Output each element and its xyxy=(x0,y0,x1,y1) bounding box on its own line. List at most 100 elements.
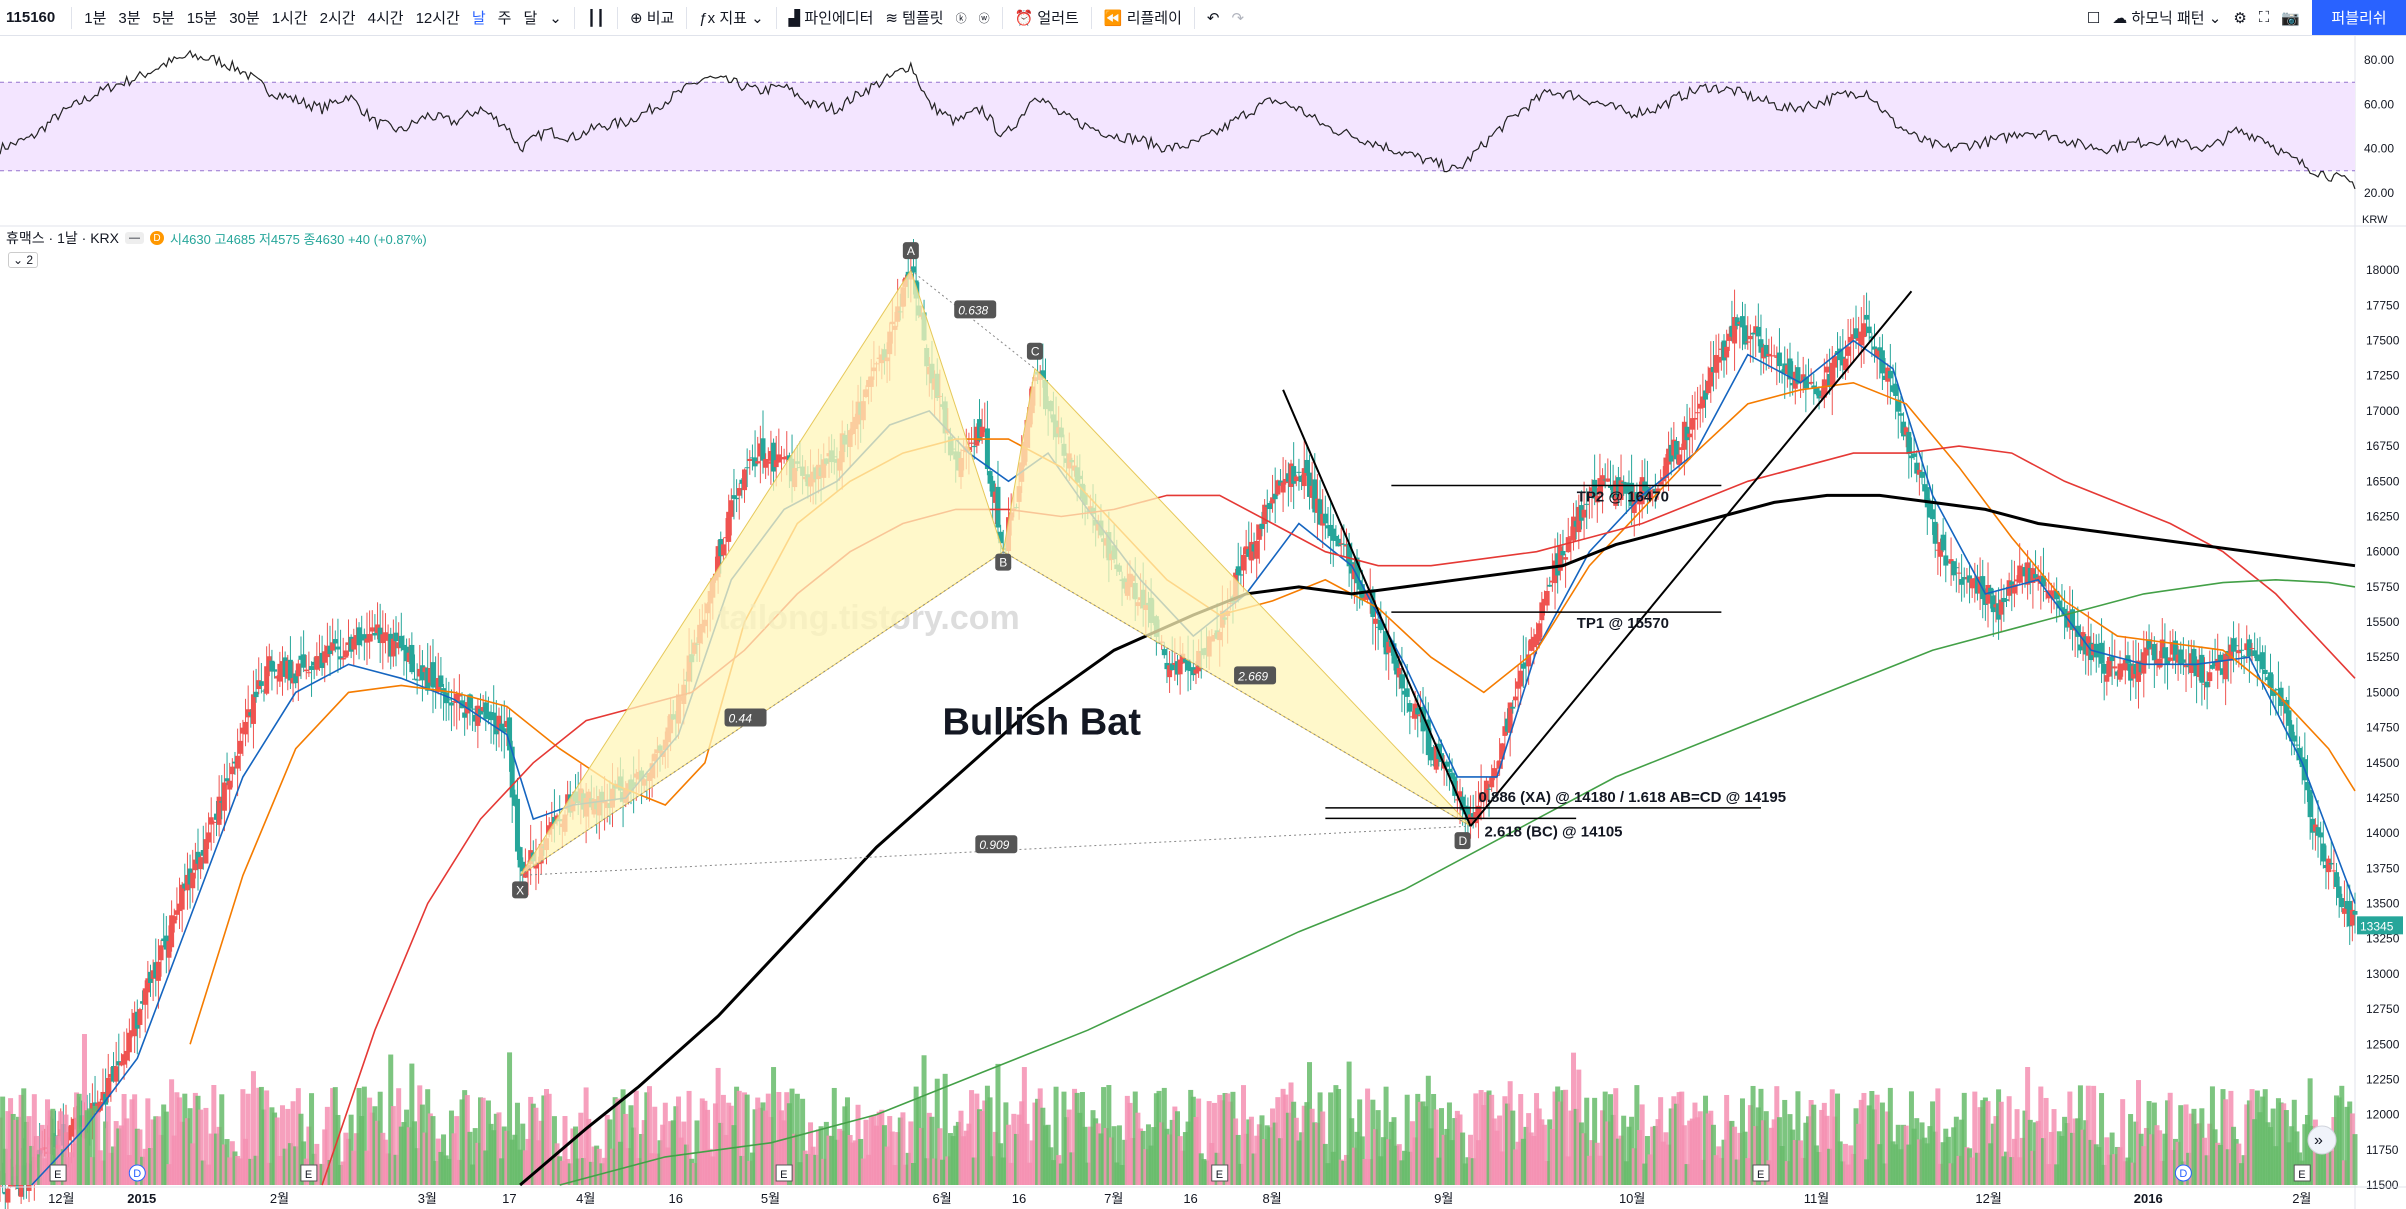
interval-0[interactable]: 1분 xyxy=(84,10,107,27)
replay-button[interactable]: ⏪ 리플레이 xyxy=(1098,7,1188,28)
interval-8[interactable]: 12시간 xyxy=(415,10,460,27)
pattern-point-x: X xyxy=(516,883,524,897)
candle-body xyxy=(1460,796,1466,811)
volume-bar xyxy=(1386,1139,1392,1185)
chart-canvas[interactable]: 80.0060.0040.0020.00KRW18000177501750017… xyxy=(0,35,2406,1209)
fullscreen-select-button[interactable]: ☐ xyxy=(2081,9,2106,27)
volume-bar xyxy=(773,1142,779,1185)
volume-bar xyxy=(1035,1098,1041,1185)
interval-7[interactable]: 4시간 xyxy=(367,10,404,27)
volume-bar xyxy=(464,1095,470,1185)
volume-bar xyxy=(631,1127,637,1185)
candle-body xyxy=(253,691,259,698)
volume-bar xyxy=(414,1148,420,1185)
candle-body xyxy=(211,821,217,823)
pine-editor-button[interactable]: ▟ 파인에디터 xyxy=(783,7,880,28)
candle-body xyxy=(1285,473,1291,482)
earnings-marker[interactable] xyxy=(49,1164,67,1182)
volume-bar xyxy=(604,1114,610,1185)
interval-4[interactable]: 30분 xyxy=(229,10,260,27)
templates-button[interactable]: ≋ 템플릿 xyxy=(879,7,949,28)
tp2-label: TP2 @ 16470 xyxy=(1577,489,1669,506)
candle-body xyxy=(1953,567,1959,569)
collapse-indicators-button[interactable]: ⌄ 2 xyxy=(8,252,39,268)
candle-body xyxy=(192,859,198,871)
interval-5[interactable]: 1시간 xyxy=(271,10,308,27)
alert-button[interactable]: ⏰ 얼러트 xyxy=(1009,7,1085,28)
publish-button[interactable]: 퍼블리쉬 xyxy=(2312,0,2406,35)
volume-bar xyxy=(1378,1156,1384,1185)
volume-bar xyxy=(200,1160,206,1185)
template-toggle-a[interactable]: ⓚ xyxy=(955,12,967,25)
compare-button[interactable]: ⊕ 비교 xyxy=(624,7,680,28)
dividend-marker[interactable] xyxy=(2174,1164,2192,1182)
harmonic-pattern-button[interactable]: ☁ 하모닉 패턴 ⌄ xyxy=(2112,10,2222,27)
template-toggle-b[interactable]: ⓦ xyxy=(978,12,990,25)
volume-bar xyxy=(1441,1134,1447,1185)
volume-bar xyxy=(39,1124,45,1185)
candle-body xyxy=(1795,367,1801,384)
interval-10[interactable]: 주 xyxy=(497,10,512,27)
volume-bar xyxy=(1763,1111,1769,1185)
volume-bar xyxy=(1119,1164,1125,1185)
earnings-marker[interactable] xyxy=(1752,1164,1770,1182)
dividend-marker[interactable] xyxy=(128,1164,146,1182)
volume-bar xyxy=(2149,1134,2155,1185)
interval-2[interactable]: 5분 xyxy=(152,10,175,27)
candle-body xyxy=(396,642,402,649)
volume-bar xyxy=(2001,1156,2007,1185)
chart-type-button[interactable]: ┃┃ xyxy=(581,9,611,27)
candle-body xyxy=(361,634,367,641)
earnings-marker[interactable] xyxy=(775,1164,793,1182)
candle-body xyxy=(509,746,515,798)
trend-line-down[interactable] xyxy=(1282,389,1472,827)
candle-body xyxy=(219,801,225,803)
earnings-marker[interactable] xyxy=(300,1164,318,1182)
indicators-button[interactable]: ƒx 지표 ⌄ xyxy=(699,10,764,27)
interval-11[interactable]: 달 xyxy=(523,10,538,27)
candle-body xyxy=(1552,560,1558,584)
candle-body xyxy=(1805,382,1811,385)
volume-bar xyxy=(1924,1143,1930,1185)
volume-bar xyxy=(1198,1153,1204,1185)
volume-bar xyxy=(1769,1127,1775,1185)
candle-body xyxy=(390,638,396,657)
earnings-marker[interactable] xyxy=(1211,1164,1229,1182)
volume-bar xyxy=(2215,1142,2221,1185)
redo-button[interactable]: ↷ xyxy=(1225,9,1250,27)
volume-bar xyxy=(343,1132,349,1185)
snapshot-button[interactable]: 📷 xyxy=(2275,9,2306,27)
interval-1[interactable]: 3분 xyxy=(118,10,141,27)
volume-bar xyxy=(1417,1101,1423,1185)
interval-6[interactable]: 2시간 xyxy=(319,10,356,27)
volume-bar xyxy=(652,1106,658,1185)
settings-button[interactable]: ⚙ xyxy=(2227,9,2252,27)
volume-bar xyxy=(396,1088,402,1185)
volume-bar xyxy=(2019,1137,2025,1185)
scroll-to-realtime-button[interactable] xyxy=(2307,1125,2337,1155)
volume-bar xyxy=(1338,1159,1344,1185)
interval-dropdown[interactable]: ⌄ xyxy=(549,9,562,27)
legend-toggle[interactable]: — xyxy=(124,232,144,244)
symbol-search[interactable]: 115160 xyxy=(6,9,56,26)
volume-bar xyxy=(417,1085,423,1185)
volume-bar xyxy=(1085,1162,1091,1185)
volume-bar xyxy=(84,1110,90,1185)
volume-bar xyxy=(1452,1118,1458,1185)
volume-bar xyxy=(852,1140,858,1185)
trend-line-up[interactable] xyxy=(1469,290,1913,827)
time-tick-label: 3월 xyxy=(418,1191,437,1206)
interval-3[interactable]: 15분 xyxy=(186,10,218,27)
volume-bar xyxy=(356,1087,362,1185)
candle-body xyxy=(200,849,206,856)
candle-body xyxy=(1930,509,1936,520)
candle-body xyxy=(232,761,238,764)
earnings-marker[interactable] xyxy=(2293,1164,2311,1182)
fullscreen-button[interactable]: ⛶ xyxy=(2253,9,2276,26)
symbol-title[interactable]: 휴맥스 · 1날 · KRX xyxy=(6,230,119,246)
volume-bar xyxy=(285,1108,291,1185)
candle-body xyxy=(2349,909,2355,926)
undo-button[interactable]: ↶ xyxy=(1201,9,1226,27)
interval-9[interactable]: 날 xyxy=(471,10,486,27)
volume-bar xyxy=(884,1146,890,1185)
